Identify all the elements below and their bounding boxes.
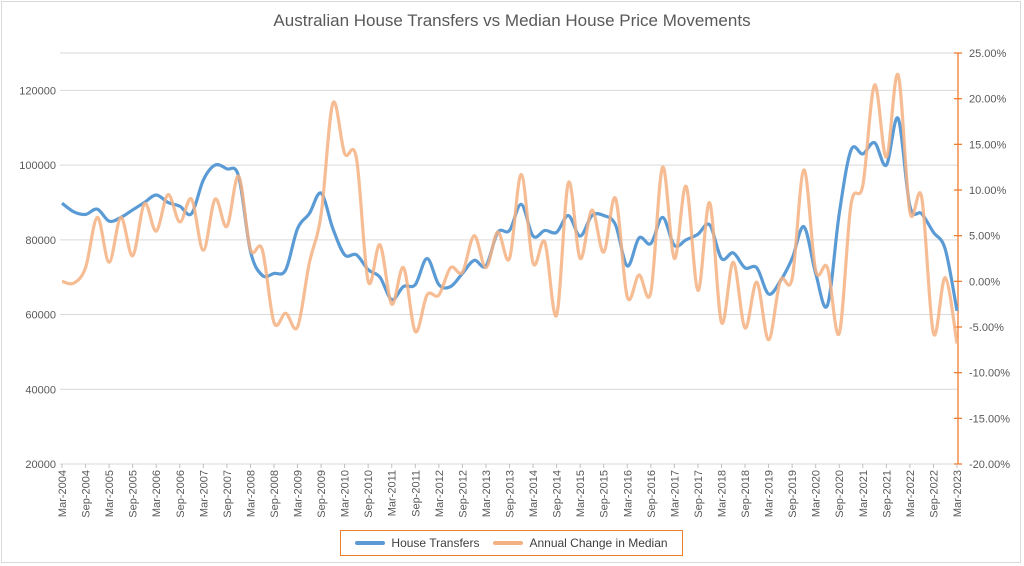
y-left-tick-label: 80000 xyxy=(25,235,56,247)
x-tick-label: Mar-2009 xyxy=(293,470,305,517)
legend-swatch-blue xyxy=(355,541,386,545)
x-tick-label: Sep-2020 xyxy=(834,470,846,518)
x-tick-label: Sep-2008 xyxy=(269,470,281,518)
x-tick-label: Mar-2004 xyxy=(57,470,69,517)
x-tick-label: Mar-2005 xyxy=(104,470,116,517)
x-tick-label: Sep-2007 xyxy=(222,470,234,518)
y-left-tick-label: 100000 xyxy=(19,160,56,172)
x-tick-label: Mar-2016 xyxy=(622,470,634,517)
x-tick-label: Sep-2013 xyxy=(505,470,517,518)
y-right-tick-label: 15.00% xyxy=(969,139,1007,151)
legend-swatch-orange xyxy=(493,541,524,545)
x-tick-label: Mar-2010 xyxy=(340,470,352,517)
x-tick-label: Mar-2015 xyxy=(575,470,587,517)
x-tick-label: Mar-2012 xyxy=(434,470,446,517)
x-tick-label: Sep-2006 xyxy=(175,470,187,518)
y-left-tick-label: 40000 xyxy=(25,384,56,396)
y-left-tick-label: 120000 xyxy=(19,85,56,97)
chart-title: Australian House Transfers vs Median Hou… xyxy=(273,11,751,30)
x-tick-label: Mar-2006 xyxy=(151,470,163,517)
y-left-tick-label: 20000 xyxy=(25,459,56,471)
y-right-tick-label: 0.00% xyxy=(969,276,1000,288)
y-left-tick-label: 60000 xyxy=(25,310,56,322)
x-tick-label: Sep-2010 xyxy=(363,470,375,518)
x-tick-label: Sep-2022 xyxy=(928,470,940,518)
y-right-tick-label: 5.00% xyxy=(969,231,1000,243)
x-tick-label: Sep-2005 xyxy=(128,470,140,518)
y-right-tick-label: 20.00% xyxy=(969,94,1007,106)
x-tick-label: Mar-2022 xyxy=(905,470,917,517)
y-right-tick-label: 25.00% xyxy=(969,48,1007,60)
x-tick-label: Sep-2018 xyxy=(740,470,752,518)
y-right-tick-label: -20.00% xyxy=(969,459,1010,471)
x-tick-label: Sep-2009 xyxy=(316,470,328,518)
x-tick-label: Mar-2019 xyxy=(764,470,776,517)
x-tick-label: Mar-2017 xyxy=(669,470,681,517)
legend-label: House Transfers xyxy=(391,536,480,550)
y-right-tick-label: -15.00% xyxy=(969,413,1010,425)
x-tick-label: Mar-2011 xyxy=(387,470,399,516)
legend-label: Annual Change in Median xyxy=(529,536,668,550)
x-tick-label: Sep-2017 xyxy=(693,470,705,518)
x-tick-label: Mar-2008 xyxy=(245,470,257,517)
x-tick-label: Sep-2011 xyxy=(410,470,422,517)
legend: House Transfers Annual Change in Median xyxy=(340,530,683,556)
x-tick-label: Sep-2014 xyxy=(552,470,564,518)
y-right-tick-label: 10.00% xyxy=(969,185,1007,197)
x-tick-label: Mar-2018 xyxy=(716,470,728,517)
x-tick-label: Sep-2016 xyxy=(646,470,658,518)
x-tick-label: Sep-2021 xyxy=(881,470,893,518)
y-right-tick-label: -5.00% xyxy=(969,322,1004,334)
y-right-tick-label: -10.00% xyxy=(969,368,1010,380)
x-tick-label: Sep-2015 xyxy=(599,470,611,518)
series-line-annual-change-in-median xyxy=(61,73,959,344)
legend-item-house-transfers: House Transfers xyxy=(355,536,479,550)
x-tick-label: Mar-2020 xyxy=(811,470,823,517)
x-tick-label: Mar-2014 xyxy=(528,470,540,517)
legend-item-annual-change: Annual Change in Median xyxy=(493,536,668,550)
x-tick-label: Mar-2013 xyxy=(481,470,493,517)
x-tick-label: Sep-2004 xyxy=(81,470,93,518)
x-tick-label: Mar-2023 xyxy=(952,470,964,517)
x-tick-label: Mar-2007 xyxy=(198,470,210,517)
x-tick-label: Sep-2012 xyxy=(457,470,469,518)
x-tick-label: Sep-2019 xyxy=(787,470,799,518)
x-tick-label: Mar-2021 xyxy=(858,470,870,517)
